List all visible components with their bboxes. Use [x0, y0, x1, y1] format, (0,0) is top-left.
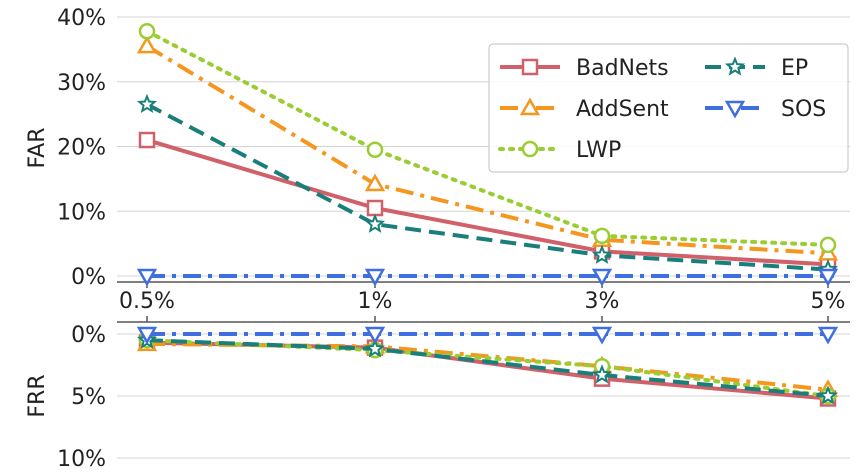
data-point: [724, 56, 746, 76]
legend-box: [488, 43, 849, 173]
data-point: [136, 35, 158, 54]
series-line: [145, 29, 830, 247]
data-point: [136, 93, 158, 114]
data-point: [138, 22, 156, 40]
data-point: [519, 97, 541, 116]
y-tick-label: 10%: [57, 447, 106, 472]
data-point: [591, 244, 613, 264]
y-tick-label: 0%: [71, 323, 106, 348]
data-point: [136, 326, 158, 345]
legend-item-ep: EP: [705, 56, 808, 81]
data-point: [364, 213, 386, 233]
data-point: [366, 141, 384, 158]
data-point: [591, 268, 613, 287]
series-line: [146, 338, 829, 398]
data-point: [817, 268, 839, 287]
legend: BadNets AddSent LWP EP SOS: [488, 43, 849, 173]
data-point: [138, 131, 156, 149]
series-sos: [136, 326, 839, 345]
data-point: [366, 199, 384, 217]
legend-item-sos: SOS: [705, 97, 826, 122]
data-point: [521, 140, 539, 158]
x-tick-label: 5%: [811, 289, 846, 314]
y-tick-label: 5%: [71, 385, 106, 410]
y-tick-label: 0%: [71, 265, 106, 290]
x-tick-label: 0.5%: [119, 289, 175, 314]
data-point: [817, 385, 839, 405]
frr-panel: 0% 5% 10% FRR: [25, 316, 850, 472]
data-point: [817, 326, 839, 345]
legend-label: BadNets: [576, 56, 669, 81]
series-line: [146, 138, 829, 267]
data-point: [724, 100, 746, 119]
far-panel: 0% 10% 20% 30% 40% 0.5% 1% 3% 5% FAR: [25, 6, 850, 314]
legend-item-badnets: BadNets: [500, 56, 669, 81]
legend-item-lwp: LWP: [498, 138, 621, 163]
series-sos: [136, 268, 839, 287]
series-lwp: [138, 22, 837, 254]
legend-label: SOS: [781, 97, 826, 122]
data-point: [591, 364, 613, 384]
legend-label: LWP: [576, 138, 621, 163]
y-tick-label: 40%: [57, 6, 106, 31]
legend-item-addsent: AddSent: [500, 97, 669, 122]
far-axis-title: FAR: [25, 128, 50, 169]
x-tick-label: 1%: [358, 289, 393, 314]
data-point: [819, 236, 837, 254]
legend-label: EP: [781, 56, 808, 81]
y-tick-label: 30%: [57, 71, 106, 96]
data-point: [136, 268, 158, 287]
data-point: [521, 58, 539, 76]
y-tick-label: 20%: [57, 136, 106, 161]
x-tick-label: 3%: [585, 289, 620, 314]
series-line: [146, 102, 829, 272]
series-ep: [136, 329, 839, 405]
data-point: [364, 338, 386, 358]
frr-axis-title: FRR: [25, 374, 50, 417]
data-point: [593, 227, 611, 245]
data-point: [591, 326, 613, 345]
data-point: [364, 268, 386, 287]
data-point: [364, 173, 386, 192]
series-line: [145, 44, 829, 256]
series-line: [146, 340, 829, 401]
legend-label: AddSent: [576, 97, 669, 122]
y-tick-label: 10%: [57, 200, 106, 225]
series-line: [145, 338, 830, 398]
data-point: [364, 326, 386, 345]
